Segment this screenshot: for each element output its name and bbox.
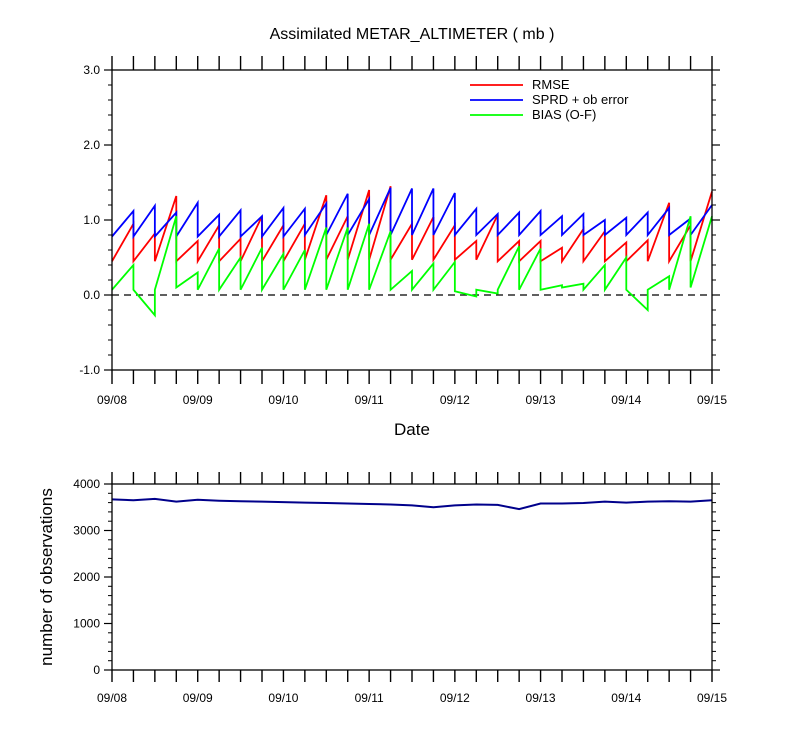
bottom-panel: 0 1000 2000 3000 4000 09/08 09/09 09/10 09/11 09/… [37, 472, 727, 705]
x-tick-label: 09/09 [183, 691, 213, 705]
y-axis-label: number of observations [37, 488, 56, 666]
x-tick-label: 09/08 [97, 691, 127, 705]
top-series-group [111, 185, 713, 318]
chart-title: Assimilated METAR_ALTIMETER ( mb ) [270, 26, 555, 43]
x-tick-label: 09/12 [440, 393, 470, 407]
top-panel: Assimilated METAR_ALTIMETER ( mb ) -1.0 0… [79, 26, 727, 439]
y-tick-label: 1.0 [83, 213, 100, 227]
x-tick-label: 09/09 [183, 393, 213, 407]
x-axis-label: Date [394, 420, 430, 439]
y-tick-label: 0 [93, 663, 100, 677]
x-tick-label: 09/13 [526, 393, 556, 407]
x-tick-label: 09/10 [268, 691, 298, 705]
series-line-observations [111, 497, 713, 511]
y-tick-label: 2.0 [83, 138, 100, 152]
series-line-bias-o-f [111, 215, 713, 318]
x-tick-label: 09/14 [611, 393, 641, 407]
y-tick-label: 4000 [73, 477, 100, 491]
y-tick-label: 3000 [73, 524, 100, 538]
x-tick-label: 09/15 [697, 393, 727, 407]
bottom-series-group [111, 497, 713, 511]
legend-label: BIAS (O-F) [532, 107, 596, 122]
top-ticks: -1.0 0.0 1.0 2.0 3.0 09/08 09/09 09/10 09/11 09/1… [79, 56, 727, 407]
legend-label: RMSE [532, 77, 570, 92]
x-tick-label: 09/14 [611, 691, 641, 705]
y-tick-label: 1000 [73, 617, 100, 631]
bottom-ticks: 0 1000 2000 3000 4000 09/08 09/09 09/10 09/11 09/… [73, 472, 727, 705]
y-tick-label: -1.0 [79, 363, 100, 377]
x-tick-label: 09/08 [97, 393, 127, 407]
legend-label: SPRD + ob error [532, 92, 629, 107]
y-tick-label: 3.0 [83, 63, 100, 77]
series-line-sprd-ob-error [111, 187, 713, 240]
x-tick-label: 09/12 [440, 691, 470, 705]
y-tick-label: 0.0 [83, 288, 100, 302]
bottom-plot-frame [111, 483, 713, 671]
y-tick-label: 2000 [73, 570, 100, 584]
x-tick-label: 09/13 [526, 691, 556, 705]
x-tick-label: 09/15 [697, 691, 727, 705]
x-tick-label: 09/11 [355, 393, 384, 407]
x-tick-label: 09/10 [268, 393, 298, 407]
x-tick-label: 09/11 [355, 691, 384, 705]
